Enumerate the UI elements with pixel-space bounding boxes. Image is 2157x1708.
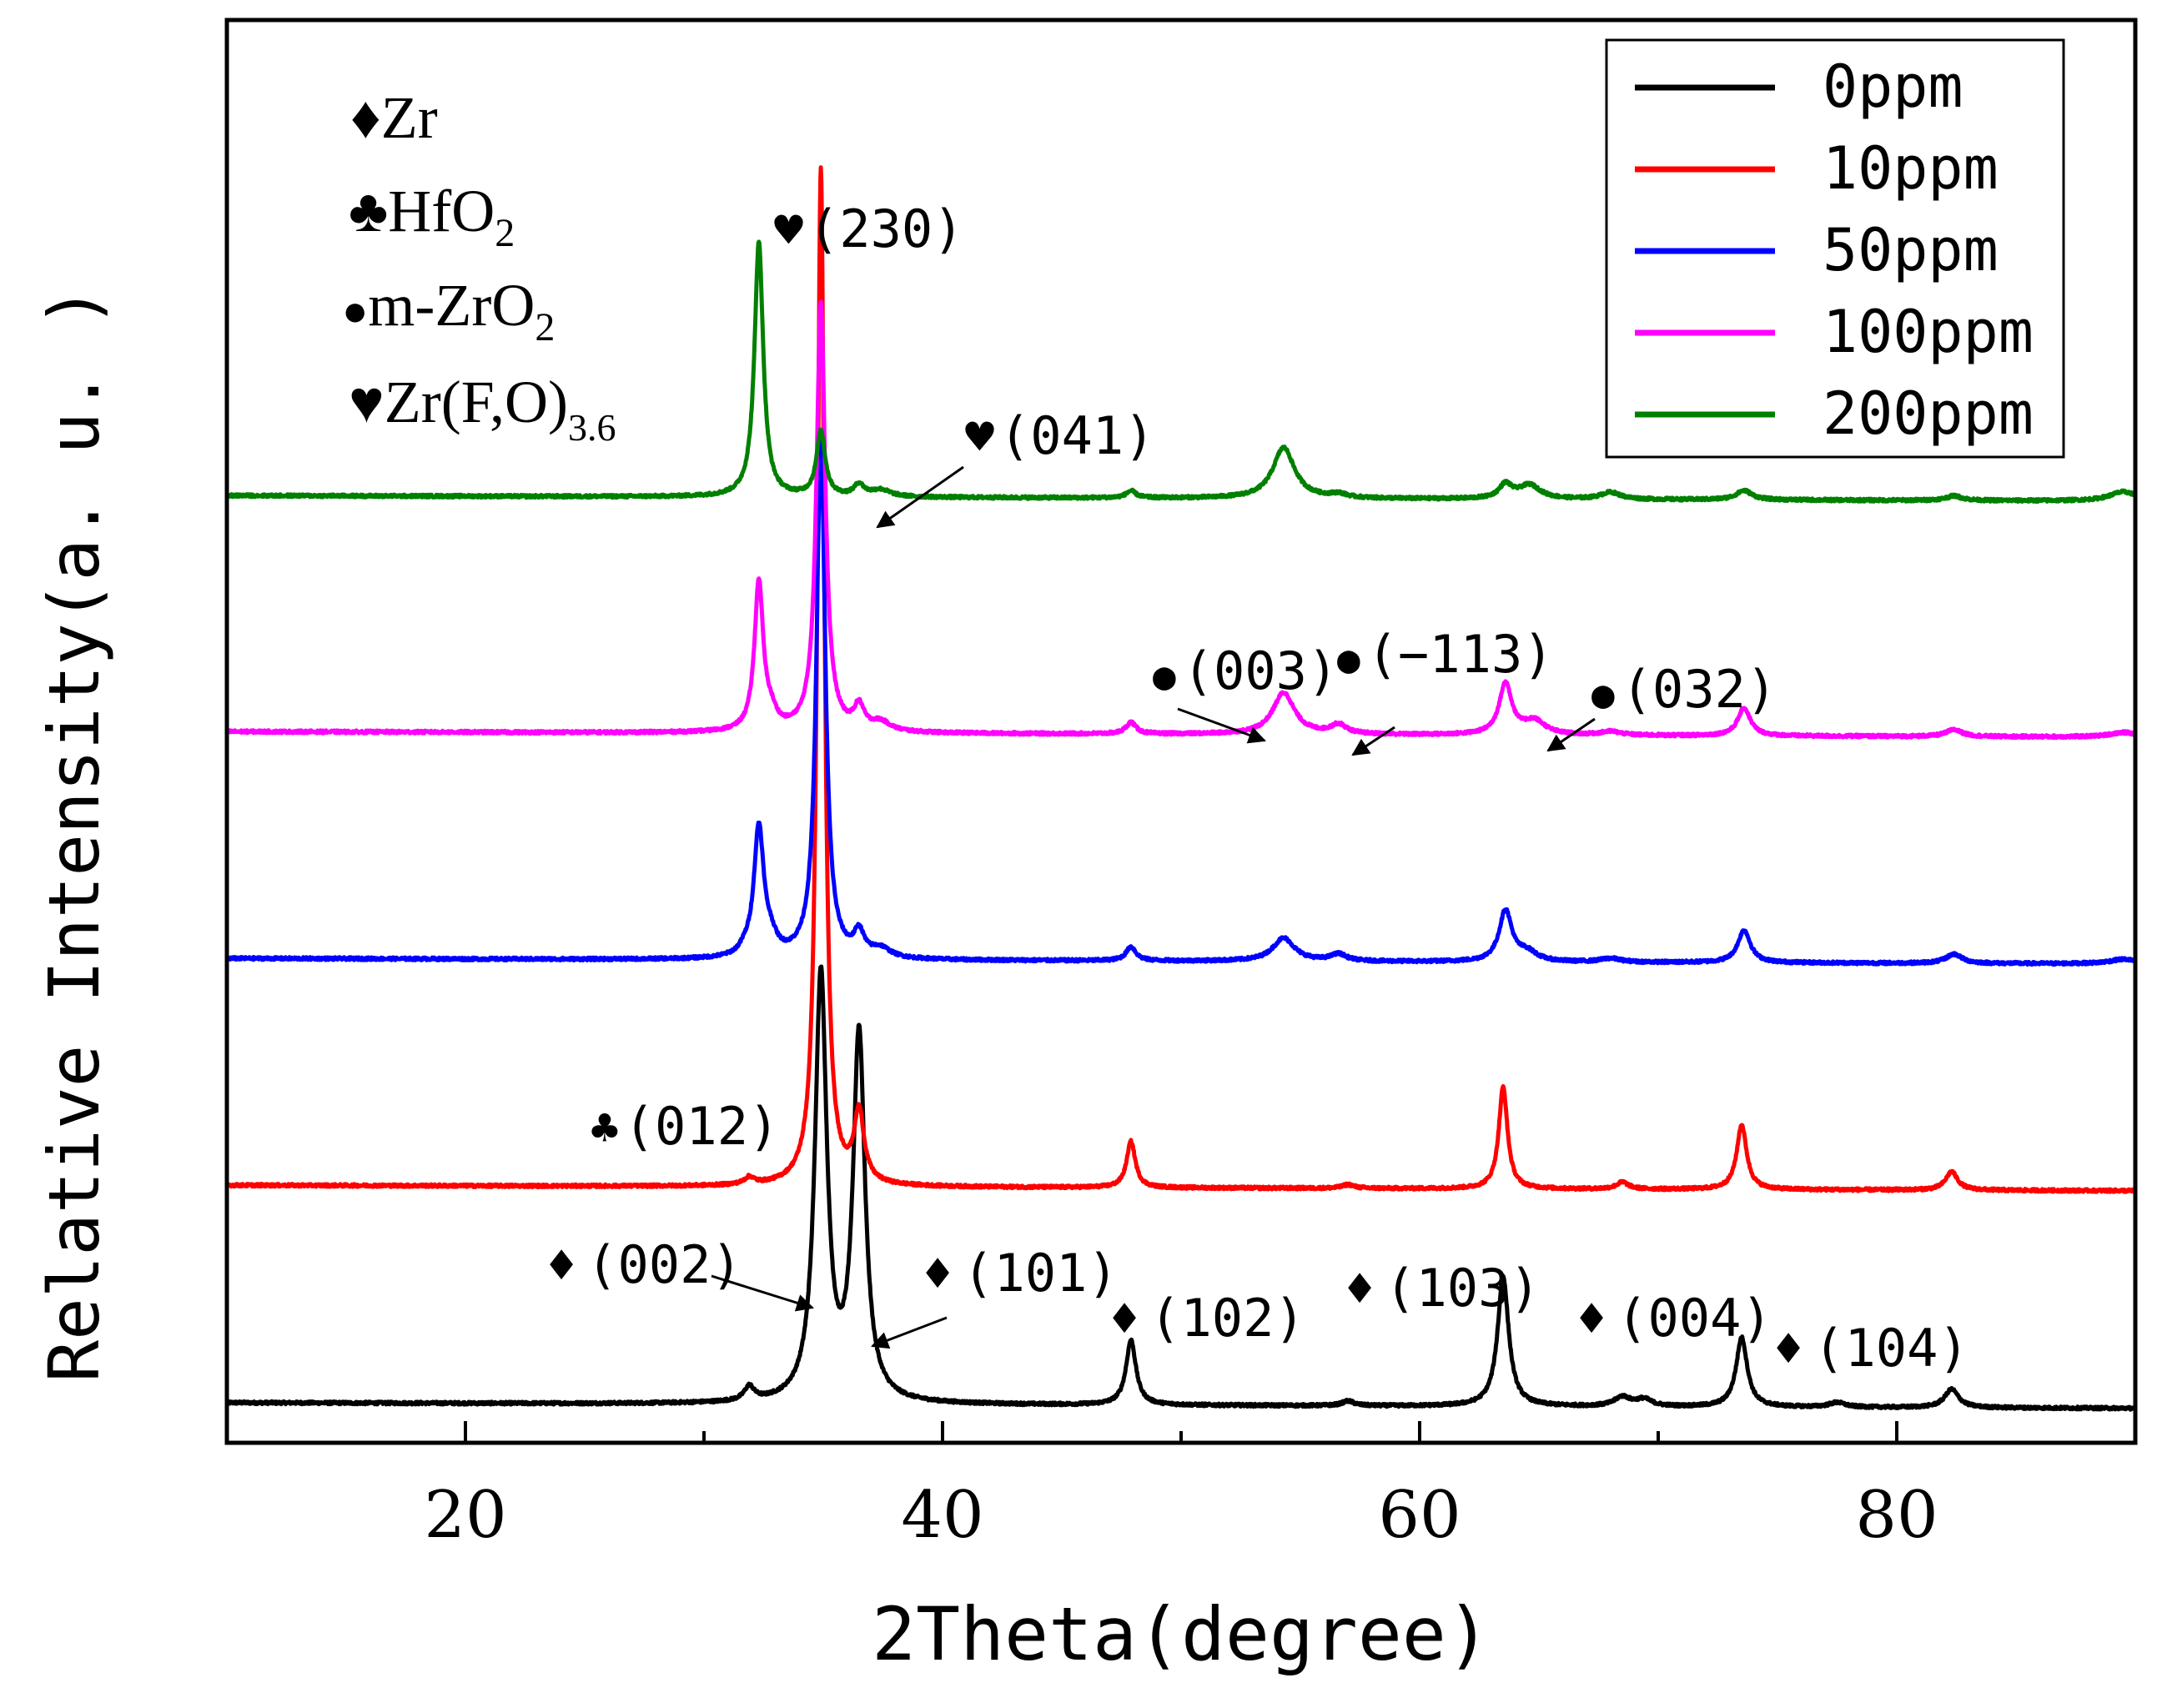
- diamond-icon: ♦: [1109, 1290, 1139, 1349]
- svg-text:●(032): ● (032): [1591, 659, 1777, 720]
- phase-legend-item-zrfo: ♥Zr(F,O)3.6: [349, 369, 616, 449]
- svg-text:♥Zr(F,O)3.6: ♥Zr(F,O)3.6: [349, 369, 616, 449]
- annotation-arrow: [876, 465, 964, 529]
- diamond-icon: ♦: [546, 1237, 576, 1295]
- annotation-label: (041): [999, 405, 1155, 466]
- legend-label-0ppm: 0ppm: [1823, 53, 1963, 121]
- annotation-041: ♥(041): [876, 405, 1155, 529]
- annotation-label: (104): [1813, 1318, 1969, 1379]
- heart-icon: ♥: [965, 409, 994, 465]
- annotation-103: ♦ (103): [1345, 1258, 1541, 1319]
- annotation-label: (002): [586, 1234, 742, 1295]
- legend-label-50ppm: 50ppm: [1823, 216, 1999, 284]
- phase-subscript: 2: [495, 211, 515, 255]
- svg-text:♦Zr: ♦Zr: [350, 84, 438, 151]
- annotation-003: ● (003): [1153, 640, 1338, 744]
- phase-subscript: 3.6: [568, 406, 616, 449]
- phase-legend-item-mzro2: ●m-ZrO2: [342, 272, 555, 349]
- x-tick-label: 80: [1855, 1478, 1938, 1553]
- peak-annotations: ♥(230) ♥(041) ● (003) ● (−113) ● (032) ♣(01…: [546, 198, 1969, 1379]
- diamond-icon: ♦: [1576, 1290, 1606, 1349]
- svg-text:♥(041): ♥(041): [965, 405, 1155, 466]
- diamond-icon: ♦: [1773, 1320, 1803, 1379]
- dot-icon: ●: [1337, 636, 1360, 681]
- annotation-032: ● (032): [1546, 659, 1777, 752]
- legend-label-100ppm: 100ppm: [1823, 298, 2034, 366]
- phase-formula: Zr: [381, 84, 438, 151]
- annotation-230: ♥(230): [774, 198, 964, 259]
- annotation-arrow: [1351, 726, 1395, 756]
- series-line-200ppm: [224, 239, 2137, 505]
- annotation-arrow: [711, 1274, 815, 1312]
- phase-formula: HfO: [388, 178, 495, 244]
- heart-icon: ♥: [349, 369, 385, 435]
- phase-legend-item-zr: ♦Zr: [350, 84, 438, 151]
- phase-legend-item-hfo2: ♣HfO2: [349, 178, 515, 255]
- dot-icon: ●: [342, 288, 368, 335]
- annotation-102: ♦ (102): [1109, 1288, 1305, 1349]
- annotation-label: (103): [1385, 1258, 1541, 1319]
- dot-icon: ●: [1591, 671, 1615, 716]
- annotation-002: ♦ (002): [546, 1234, 815, 1312]
- svg-text:♦(101): ♦ (101): [923, 1243, 1119, 1304]
- svg-text:♦(002): ♦ (002): [546, 1234, 742, 1295]
- svg-text:♣HfO2: ♣HfO2: [349, 178, 515, 255]
- svg-text:♥(230): ♥(230): [774, 198, 964, 259]
- svg-text:●(003): ● (003): [1153, 640, 1338, 701]
- svg-text:●(−113): ● (−113): [1337, 624, 1554, 685]
- diamond-icon: ♦: [1345, 1260, 1375, 1319]
- x-tick-label: 60: [1378, 1478, 1461, 1553]
- series-line-50ppm: [225, 434, 2138, 967]
- annotation-101: ♦ (101): [871, 1243, 1119, 1349]
- legend-label-200ppm: 200ppm: [1823, 379, 2034, 448]
- dot-icon: ●: [1153, 653, 1176, 698]
- svg-text:♣(012): ♣(012): [591, 1096, 779, 1157]
- club-icon: ♣: [349, 178, 388, 244]
- annotation-arrow: [871, 1316, 948, 1349]
- annotation-113: ● (−113): [1337, 624, 1554, 756]
- svg-text:♦(004): ♦ (004): [1576, 1288, 1772, 1349]
- diamond-icon: ♦: [923, 1245, 953, 1304]
- diamond-icon: ♦: [350, 84, 381, 151]
- series-layer: [224, 165, 2138, 1412]
- annotation-004: ♦ (004): [1576, 1288, 1772, 1349]
- annotation-label: (102): [1149, 1288, 1305, 1349]
- annotation-label: (004): [1616, 1288, 1772, 1349]
- svg-text:♦(103): ♦ (103): [1345, 1258, 1541, 1319]
- club-icon: ♣: [591, 1102, 619, 1156]
- phase-formula: Zr(F,O): [385, 369, 568, 435]
- phase-subscript: 2: [535, 305, 555, 349]
- svg-text:●m-ZrO2: ●m-ZrO2: [342, 272, 555, 349]
- x-tick-label: 40: [901, 1478, 983, 1553]
- annotation-arrow: [1177, 707, 1266, 744]
- annotation-label: (230): [808, 198, 964, 259]
- svg-text:♦(102): ♦ (102): [1109, 1288, 1305, 1349]
- x-tick-label: 20: [424, 1478, 506, 1553]
- series-line-100ppm: [224, 299, 2138, 741]
- annotation-label: (032): [1622, 659, 1777, 720]
- annotation-104: ♦ (104): [1773, 1318, 1969, 1379]
- phase-formula: m-ZrO: [368, 272, 535, 339]
- annotation-arrow: [1546, 717, 1596, 752]
- annotation-label: (003): [1183, 640, 1339, 701]
- heart-icon: ♥: [774, 202, 803, 259]
- annotation-label: (−113): [1367, 624, 1554, 685]
- series-line-10ppm: [225, 165, 2138, 1194]
- legend-label-10ppm: 10ppm: [1823, 134, 1999, 203]
- series-line-0ppm: [224, 964, 2138, 1412]
- x-axis-title: 2Theta(degree): [872, 1591, 1491, 1677]
- svg-text:♦(104): ♦ (104): [1773, 1318, 1969, 1379]
- annotation-label: (101): [963, 1243, 1119, 1304]
- x-axis: 20 40 60 80: [424, 1421, 1938, 1553]
- series-legend: 0ppm 10ppm 50ppm 100ppm 200ppm: [1605, 38, 2065, 459]
- annotation-012: ♣(012): [591, 1096, 779, 1157]
- y-axis-title: Relative Intensity(a. u. ): [33, 286, 115, 1383]
- annotation-label: (012): [624, 1096, 780, 1157]
- phase-legend: ♦Zr ♣HfO2 ●m-ZrO2 ♥Zr(F,O)3.6: [342, 84, 616, 449]
